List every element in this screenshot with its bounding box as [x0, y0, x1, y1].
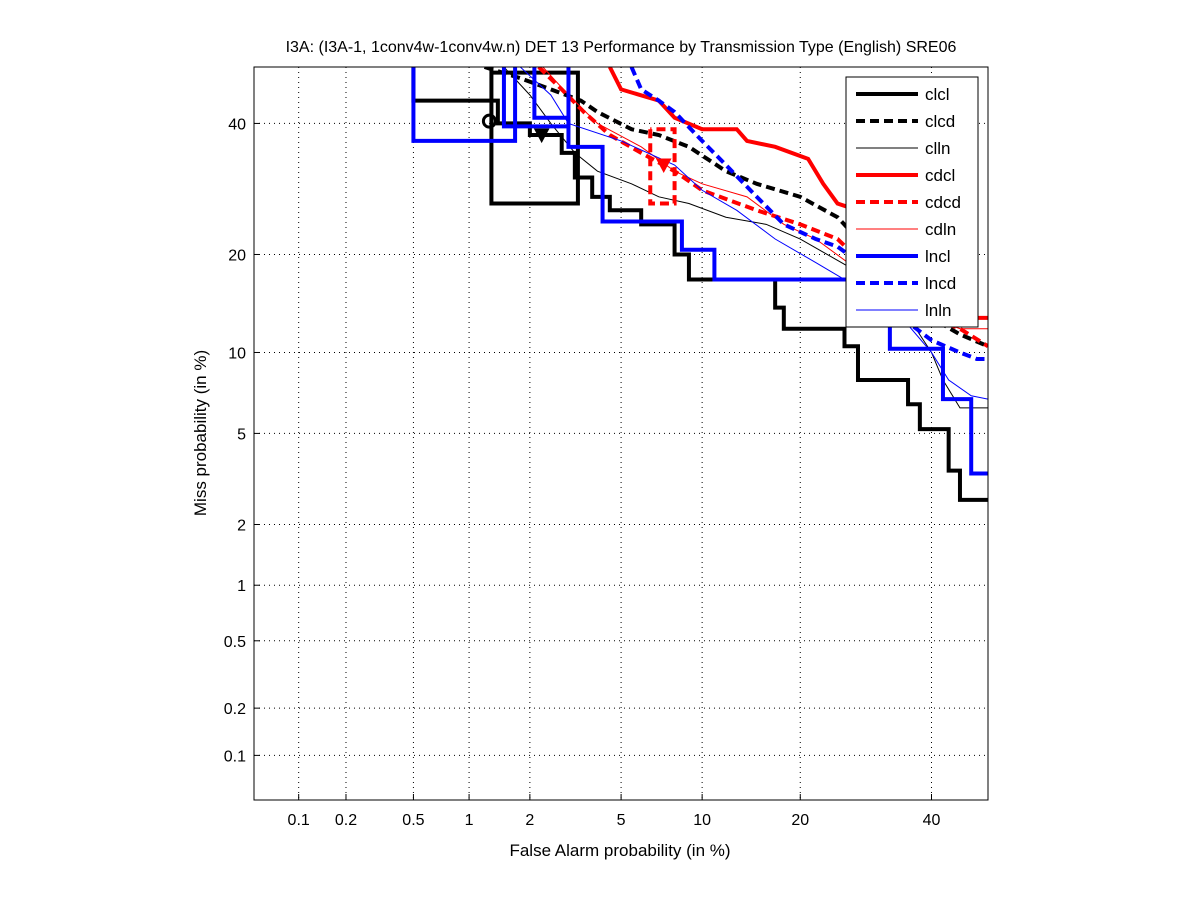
x-tick-label: 0.1 [288, 812, 310, 829]
series-line-cdcd [648, 127, 677, 206]
x-tick-label: 10 [693, 812, 711, 829]
legend-label-cdcd: cdcd [925, 193, 961, 212]
series-line-lncl [532, 67, 988, 476]
series-line-lnln [519, 67, 988, 400]
series-line-lncd [629, 67, 988, 361]
legend: clcl clcd clln cdcl cdcd cdln lncl lncd lnln [845, 76, 979, 328]
y-tick-label: 0.1 [224, 748, 246, 765]
chart-title: I3A: (I3A-1, 1conv4w-1conv4w.n) DET 13 P… [286, 39, 957, 56]
legend-label-lnln: lnln [925, 301, 951, 320]
plot-frame [253, 66, 989, 801]
x-tick-label: 20 [791, 812, 809, 829]
y-tick-label: 0.2 [224, 701, 246, 718]
legend-label-clcl: clcl [925, 85, 950, 104]
y-tick-label: 5 [237, 426, 246, 443]
y-tick-label: 40 [228, 116, 246, 133]
legend-label-cdcl: cdcl [925, 166, 955, 185]
legend-label-clcd: clcd [925, 112, 955, 131]
series-line-clcl [489, 67, 580, 206]
legend-label-clln: clln [925, 139, 951, 158]
x-tick-label: 40 [923, 812, 941, 829]
x-tick-label: 2 [525, 812, 534, 829]
y-tick-label: 20 [228, 247, 246, 264]
x-tick-label: 0.5 [402, 812, 424, 829]
series-lines [411, 67, 988, 502]
x-tick-label: 0.2 [335, 812, 357, 829]
y-tick-label: 0.5 [224, 634, 246, 651]
marker-clcl-min-dcf [481, 113, 497, 129]
x-tick-label: 1 [465, 812, 474, 829]
y-tick-label: 2 [237, 517, 246, 534]
x-tick-label: 5 [617, 812, 626, 829]
y-tick-labels: 0.1 0.2 0.5 1 2 5 10 20 40 [224, 116, 246, 765]
series-line-lncl [411, 67, 518, 143]
y-axis-label: Miss probability (in %) [191, 350, 210, 516]
series-line-lncl [501, 67, 571, 129]
marker-cdcd-act-dcf [655, 158, 672, 174]
grid [254, 67, 988, 800]
legend-label-cdln: cdln [925, 220, 956, 239]
x-axis-label: False Alarm probability (in %) [509, 841, 730, 860]
marker-clcl-act-dcf [533, 128, 550, 144]
series-line-clcl [411, 67, 988, 502]
markers [481, 113, 672, 174]
x-tick-labels: 0.1 0.2 0.5 1 2 5 10 20 40 [288, 812, 941, 829]
legend-label-lncl: lncl [925, 247, 951, 266]
legend-label-lncd: lncd [925, 274, 956, 293]
y-tick-label: 1 [237, 578, 246, 595]
y-tick-label: 10 [228, 345, 246, 362]
